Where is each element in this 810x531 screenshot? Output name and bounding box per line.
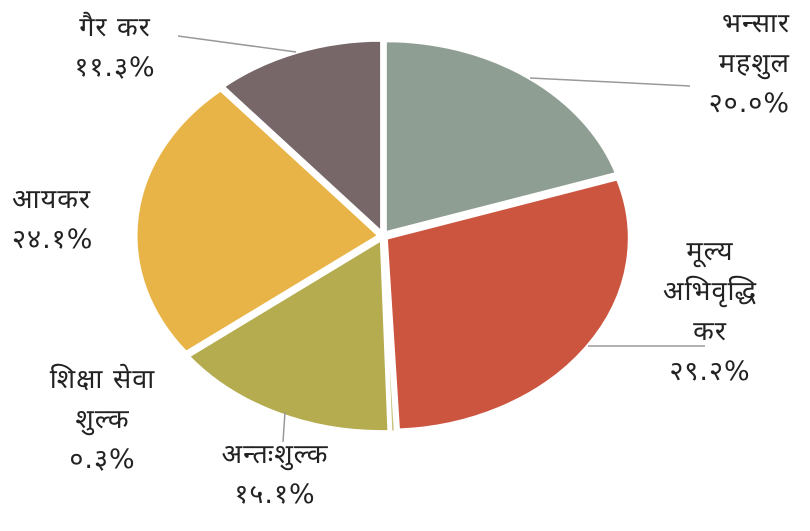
pie-slice: [384, 177, 631, 432]
pie-slice: [134, 88, 382, 355]
pie-slice: [220, 38, 384, 236]
pie-slice: [185, 237, 391, 434]
leader-line: [177, 35, 297, 53]
pie-slice: [381, 239, 397, 434]
slice-label: गैर कर ११.३%: [74, 12, 156, 83]
pie-slice: [383, 39, 619, 235]
leader-line: [282, 411, 286, 443]
slice-label: मूल्य अभिवृद्धि कर २९.२%: [662, 236, 758, 387]
slice-label: अन्तःशुल्क १५.१%: [221, 439, 329, 510]
slice-label: आयकर २४.१%: [12, 184, 94, 255]
slice-label: शिक्षा सेवा शुल्क ०.३%: [49, 364, 156, 475]
slice-label: भन्सार महशुल २०.०%: [708, 8, 790, 119]
leader-line: [529, 77, 691, 87]
